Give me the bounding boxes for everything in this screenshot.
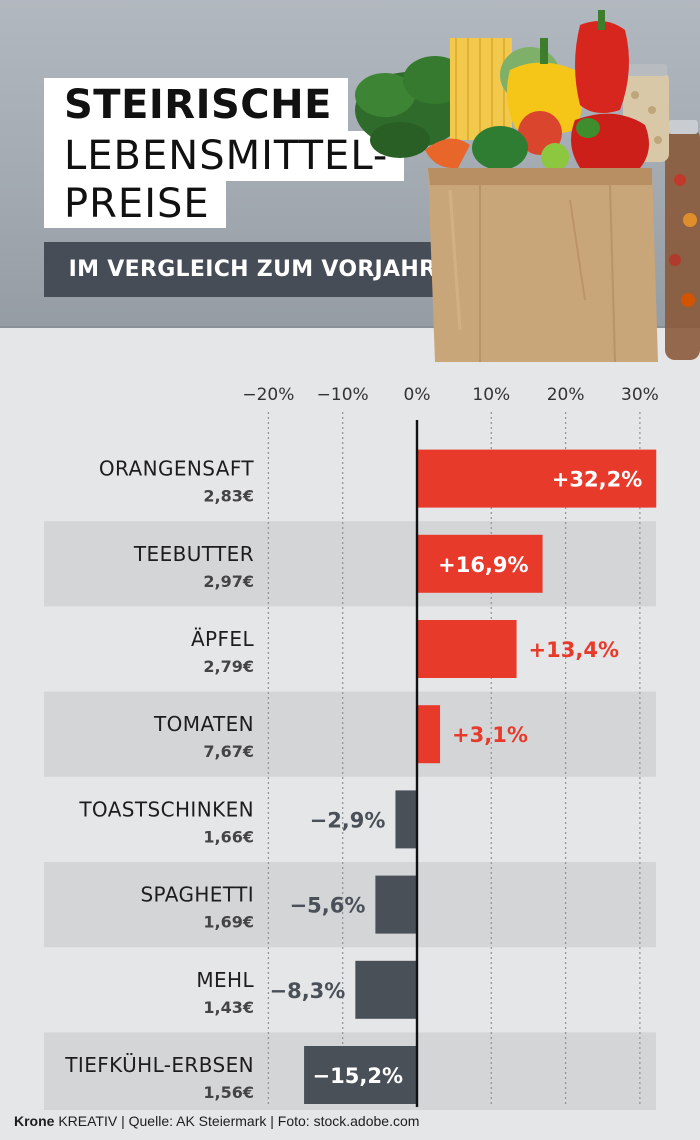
title-line-3: PREISE <box>44 179 226 228</box>
category-price: 1,43€ <box>203 998 254 1017</box>
category-price: 2,79€ <box>203 657 254 676</box>
data-label: −2,9% <box>310 808 386 832</box>
footer-brand: Krone <box>14 1113 55 1129</box>
category-price: 1,56€ <box>203 1083 254 1102</box>
bar <box>417 449 657 508</box>
row-band <box>44 521 656 607</box>
footer-credit: Krone KREATIV | Quelle: AK Steiermark | … <box>14 1113 419 1133</box>
grocery-bag-photo <box>355 10 700 363</box>
bar <box>355 960 417 1019</box>
paper-bag <box>428 168 658 363</box>
data-label: −8,3% <box>269 979 345 1003</box>
price-change-bar-chart: −20% −10% 0% 10% 20% 30% +32,2% +16,9% +13,4% +3… <box>44 385 659 1110</box>
data-label: −15,2% <box>313 1064 403 1088</box>
data-label: +13,4% <box>529 638 619 662</box>
bar <box>417 534 543 593</box>
category-label: ORANGENSAFT <box>99 457 254 481</box>
x-tick-label: −10% <box>317 385 369 405</box>
bar <box>375 875 417 934</box>
title-line-2: LEBENSMITTEL- <box>44 131 405 181</box>
bar <box>417 705 441 764</box>
category-label: ÄPFEL <box>191 627 254 651</box>
x-tick-label: 30% <box>621 385 659 405</box>
spaghetti-bundle <box>450 38 512 140</box>
subtitle-banner: IM VERGLEICH ZUM VORJAHR <box>44 242 461 297</box>
category-price: 1,66€ <box>203 827 254 846</box>
category-price: 2,97€ <box>203 572 254 591</box>
category-label: TEEBUTTER <box>133 542 254 566</box>
jar-right <box>665 120 700 360</box>
bar <box>395 790 417 849</box>
category-label: TIEFKÜHL-ERBSEN <box>64 1053 254 1077</box>
green-apple <box>541 143 569 171</box>
bar <box>304 1046 417 1104</box>
title-line-1: STEIRISCHE <box>44 78 348 131</box>
data-label: +32,2% <box>552 468 642 492</box>
category-label: MEHL <box>196 968 254 992</box>
category-label: TOASTSCHINKEN <box>78 797 254 821</box>
broccoli <box>472 126 528 170</box>
category-price: 1,69€ <box>203 913 254 932</box>
data-label: +16,9% <box>438 553 528 577</box>
x-tick-label: 0% <box>404 385 431 405</box>
red-pepper-top <box>575 10 629 114</box>
x-tick-label: 20% <box>547 385 585 405</box>
footer-brand-suffix: KREATIV <box>54 1113 118 1129</box>
data-label: +3,1% <box>452 723 528 747</box>
carrot <box>425 138 470 169</box>
x-tick-label: −20% <box>242 385 294 405</box>
category-label: SPAGHETTI <box>140 883 254 907</box>
category-label: TOMATEN <box>153 712 254 736</box>
x-tick-label: 10% <box>472 385 510 405</box>
row-band <box>44 862 656 948</box>
row-band <box>44 691 656 777</box>
category-price: 2,83€ <box>203 487 254 506</box>
footer-source: | Quelle: AK Steiermark | Foto: stock.ad… <box>117 1113 420 1129</box>
category-price: 7,67€ <box>203 742 254 761</box>
data-label: −5,6% <box>290 894 366 918</box>
bar <box>417 620 517 678</box>
